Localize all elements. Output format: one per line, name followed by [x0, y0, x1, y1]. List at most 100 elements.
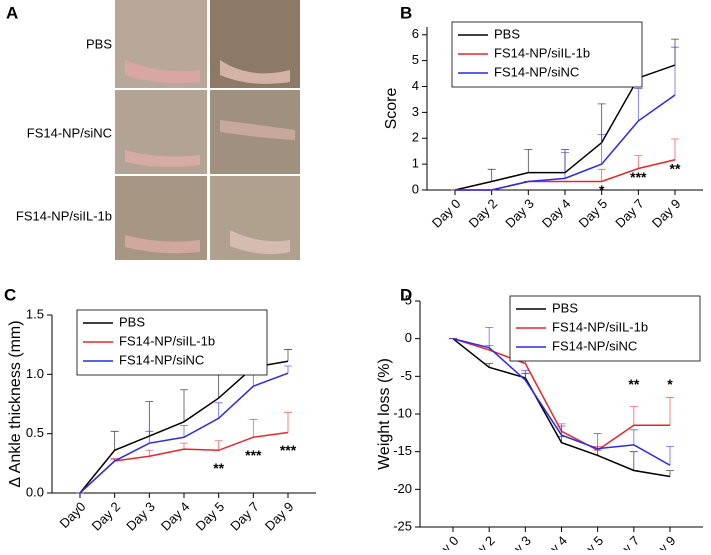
y-tick-label: 1.0 — [26, 366, 44, 381]
x-tick-label: Day 9 — [262, 499, 297, 534]
row-label: PBS — [86, 36, 112, 51]
y-tick-label: 1 — [412, 156, 419, 171]
panel-label: D — [400, 285, 412, 304]
y-tick-label: -5 — [400, 368, 412, 383]
x-tick-label: Day 5 — [193, 499, 228, 534]
x-tick-label: Day 7 — [227, 499, 262, 534]
significance-mark: *** — [630, 169, 647, 185]
error-bar — [524, 148, 533, 173]
x-tick-label: Day 5 — [576, 196, 611, 231]
x-tick-label: Day 0 — [427, 533, 462, 550]
error-bar — [629, 429, 638, 445]
x-tick-label: Day 3 — [123, 499, 158, 534]
error-bar — [249, 419, 258, 438]
y-tick-label: 0.0 — [26, 484, 44, 499]
y-tick-label: -15 — [393, 443, 412, 458]
legend-label: PBS — [552, 300, 578, 315]
y-axis-title: Score — [383, 88, 400, 130]
y-tick-label: 4 — [412, 78, 419, 93]
error-bar — [214, 440, 223, 451]
y-axis-title: Weight loss (%) — [376, 358, 393, 470]
series-line — [452, 338, 671, 478]
x-tick-label: Day0 — [56, 499, 88, 531]
legend-label: PBS — [494, 26, 520, 41]
error-bar — [634, 88, 643, 121]
significance-mark: * — [599, 182, 605, 198]
paw — [125, 235, 200, 254]
legend-label: FS14-NP/siNC — [494, 64, 579, 79]
legend-label: FS14-NP/siNC — [119, 352, 204, 367]
error-bar — [110, 430, 119, 451]
significance-mark: *** — [280, 442, 297, 458]
error-bar — [597, 168, 606, 182]
x-tick-label: Day 3 — [499, 533, 534, 550]
error-bar — [284, 411, 292, 433]
y-tick-label: -20 — [393, 481, 412, 496]
paw — [220, 120, 295, 140]
error-bar — [145, 430, 154, 444]
y-axis-title: Δ Ankle thickness (mm) — [7, 320, 24, 487]
error-bar — [521, 369, 530, 381]
error-bar — [671, 138, 679, 160]
y-tick-label: 6 — [412, 26, 419, 41]
error-bar — [180, 442, 188, 450]
photo-grid — [115, 0, 300, 260]
series-line — [455, 94, 676, 191]
error-bar — [180, 424, 188, 438]
panel-label: A — [6, 3, 18, 22]
y-tick-label: 2 — [412, 130, 419, 145]
error-bar — [284, 349, 292, 362]
significance-mark: * — [667, 376, 673, 392]
series-line — [452, 337, 671, 466]
x-tick-label: Day 7 — [612, 196, 647, 231]
error-bar — [145, 401, 154, 437]
error-bar — [557, 425, 566, 436]
error-bar — [593, 433, 602, 449]
y-tick-label: -10 — [393, 405, 412, 420]
y-tick-label: -25 — [393, 518, 412, 533]
error-bar — [666, 470, 674, 477]
x-tick-label: Day 2 — [89, 499, 124, 534]
y-tick-label: 0.5 — [26, 425, 44, 440]
error-bar — [180, 389, 188, 422]
error-bar — [634, 155, 643, 169]
series-line — [79, 372, 289, 494]
row-label: FS14-NP/siNC — [27, 125, 112, 140]
y-tick-label: 0 — [405, 330, 412, 345]
significance-mark: ** — [670, 160, 681, 176]
error-bar — [145, 449, 154, 457]
paw — [230, 230, 290, 254]
legend-label: FS14-NP/siNC — [552, 338, 637, 353]
error-bar — [485, 326, 494, 348]
y-tick-label: 3 — [412, 104, 419, 119]
paw — [220, 60, 290, 84]
x-tick-label: Day 2 — [463, 533, 498, 550]
error-bar — [561, 152, 569, 179]
x-tick-label: Day 3 — [502, 196, 537, 231]
x-tick-label: Day 5 — [572, 533, 607, 550]
legend-label: FS14-NP/siIL-1b — [552, 319, 648, 334]
y-tick-label: 5 — [405, 292, 412, 307]
error-bar — [487, 168, 496, 182]
y-tick-label: 0 — [412, 181, 419, 196]
x-tick-label: Day 9 — [644, 533, 679, 550]
x-tick-label: Day 4 — [539, 196, 574, 231]
error-bar — [597, 133, 606, 165]
x-tick-label: Day 2 — [466, 196, 501, 231]
paw — [125, 150, 200, 167]
x-tick-label: Day 9 — [649, 196, 684, 231]
error-bar — [629, 406, 638, 426]
significance-mark: *** — [245, 447, 262, 463]
legend-label: PBS — [119, 314, 145, 329]
y-tick-label: 1.5 — [26, 306, 44, 321]
row-label: FS14-NP/siIL-1b — [16, 208, 112, 223]
error-bar — [214, 402, 223, 419]
error-bar — [629, 451, 638, 471]
error-bar — [284, 365, 292, 374]
panel-label: C — [4, 285, 16, 304]
significance-mark: ** — [213, 460, 224, 476]
x-tick-label: Day 4 — [158, 499, 193, 534]
x-tick-label: Day 4 — [535, 533, 570, 550]
